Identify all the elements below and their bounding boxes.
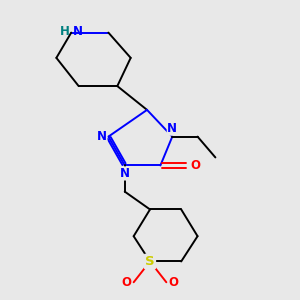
Text: H: H [60,25,70,38]
Text: N: N [73,25,83,38]
Text: N: N [167,122,177,135]
Text: N: N [120,167,130,180]
Text: O: O [121,276,131,289]
Text: O: O [191,159,201,172]
Text: S: S [145,255,155,268]
Text: N: N [97,130,107,143]
Text: O: O [169,276,179,289]
